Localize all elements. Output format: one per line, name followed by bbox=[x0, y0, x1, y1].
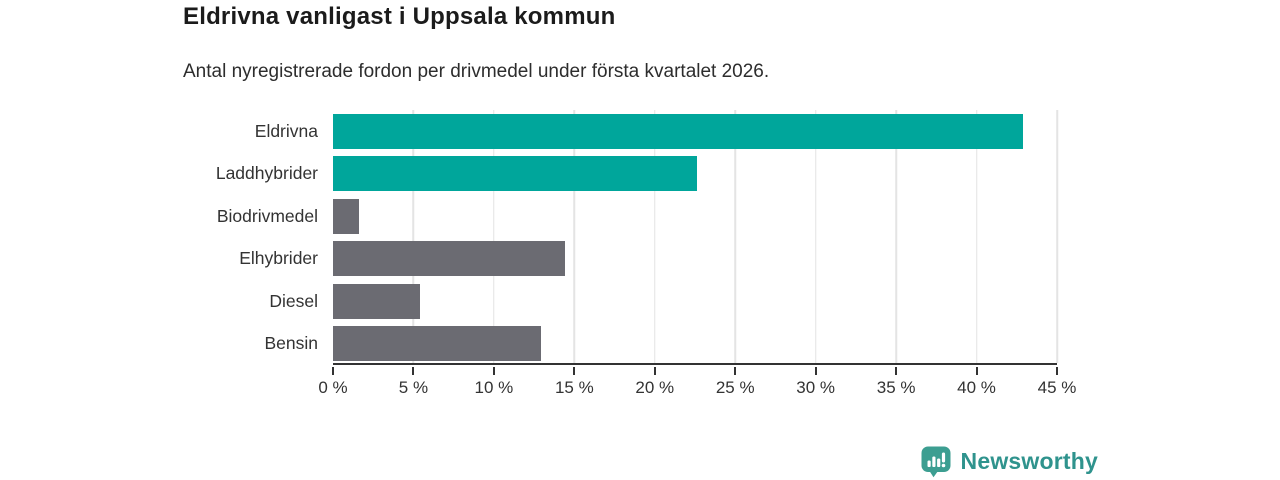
category-label-biodrivmedel: Biodrivmedel bbox=[216, 205, 318, 226]
bar-row bbox=[333, 323, 1057, 366]
x-axis: 0 % 5 % 10 % 15 % 20 % 25 % 30 % 35 % 40 % 45 % bbox=[318, 367, 1076, 407]
category-label-eldrivna: Eldrivna bbox=[254, 120, 318, 141]
bar-row bbox=[333, 110, 1057, 153]
category-label-bensin: Bensin bbox=[264, 333, 318, 354]
gridline bbox=[895, 110, 897, 363]
newsworthy-bubble-chart-icon bbox=[921, 446, 951, 478]
bar-eldrivna bbox=[333, 113, 1024, 149]
gridline bbox=[412, 110, 415, 363]
axis-tick bbox=[573, 367, 576, 375]
axis-tick bbox=[895, 367, 898, 375]
newsworthy-logo: Newsworthy bbox=[920, 445, 1098, 478]
gridline bbox=[975, 110, 978, 363]
axis-tick bbox=[653, 367, 656, 375]
axis-tick-label: 20 % bbox=[635, 378, 675, 397]
chart-subtitle: Antal nyregistrerade fordon per drivmede… bbox=[183, 61, 770, 82]
axis-tick-label: 45 % bbox=[1037, 378, 1077, 397]
bar-row bbox=[333, 153, 1057, 196]
bar-elhybrider bbox=[333, 241, 565, 277]
brand-name: Newsworthy bbox=[960, 448, 1098, 474]
bar-diesel bbox=[333, 283, 420, 319]
bar-row bbox=[333, 195, 1057, 238]
bar-chart: Eldrivna Laddhybrider Biodrivmedel Elhybrid… bbox=[183, 110, 1083, 400]
category-label-laddhybrider: Laddhybrider bbox=[215, 163, 318, 184]
plot-area bbox=[333, 110, 1058, 365]
axis-tick bbox=[332, 367, 334, 375]
axis-tick bbox=[975, 367, 978, 375]
axis-tick bbox=[1056, 367, 1058, 375]
gridline bbox=[814, 110, 817, 363]
axis-tick bbox=[412, 367, 415, 375]
axis-tick bbox=[734, 367, 737, 375]
axis-tick-label: 30 % bbox=[796, 378, 836, 397]
axis-tick-label: 0 % bbox=[318, 378, 348, 397]
chart-title: Eldrivna vanligast i Uppsala kommun bbox=[183, 3, 616, 30]
axis-tick bbox=[492, 367, 495, 375]
bar-rows bbox=[333, 110, 1057, 363]
bar-bensin bbox=[333, 326, 541, 362]
category-label-diesel: Diesel bbox=[269, 290, 318, 311]
axis-tick-label: 35 % bbox=[876, 378, 916, 397]
category-label-elhybrider: Elhybrider bbox=[239, 248, 318, 269]
bar-row bbox=[333, 238, 1057, 281]
axis-tick bbox=[814, 367, 817, 375]
axis-tick-label: 25 % bbox=[715, 378, 755, 397]
gridline bbox=[493, 110, 495, 363]
bar-row bbox=[333, 280, 1057, 323]
axis-tick-label: 15 % bbox=[554, 378, 594, 397]
bar-laddhybrider bbox=[333, 156, 697, 192]
bar-biodrivmedel bbox=[333, 198, 359, 234]
gridline bbox=[573, 110, 576, 363]
axis-tick-label: 40 % bbox=[957, 378, 996, 397]
gridline bbox=[734, 110, 736, 363]
gridline bbox=[654, 110, 656, 363]
axis-tick-label: 5 % bbox=[398, 378, 429, 397]
category-labels: Eldrivna Laddhybrider Biodrivmedel Elhybrid… bbox=[183, 110, 318, 365]
gridline bbox=[1056, 110, 1058, 363]
axis-tick-label: 10 % bbox=[474, 378, 514, 397]
